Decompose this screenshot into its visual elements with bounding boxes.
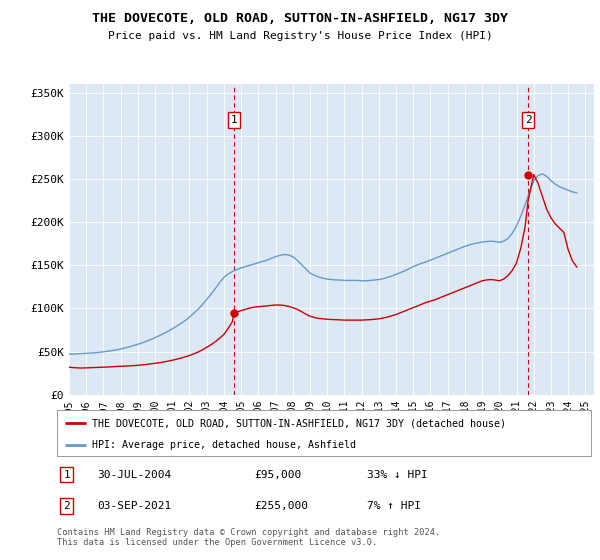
Text: HPI: Average price, detached house, Ashfield: HPI: Average price, detached house, Ashf… <box>92 440 356 450</box>
Text: 7% ↑ HPI: 7% ↑ HPI <box>367 501 421 511</box>
Text: £95,000: £95,000 <box>254 470 302 480</box>
Text: Contains HM Land Registry data © Crown copyright and database right 2024.
This d: Contains HM Land Registry data © Crown c… <box>57 528 440 547</box>
Text: 2: 2 <box>524 115 532 125</box>
Text: 2: 2 <box>63 501 70 511</box>
Text: 33% ↓ HPI: 33% ↓ HPI <box>367 470 427 480</box>
Text: 30-JUL-2004: 30-JUL-2004 <box>97 470 172 480</box>
Text: £255,000: £255,000 <box>254 501 308 511</box>
Text: 1: 1 <box>230 115 237 125</box>
Text: THE DOVECOTE, OLD ROAD, SUTTON-IN-ASHFIELD, NG17 3DY (detached house): THE DOVECOTE, OLD ROAD, SUTTON-IN-ASHFIE… <box>92 418 506 428</box>
Text: 1: 1 <box>63 470 70 480</box>
Text: THE DOVECOTE, OLD ROAD, SUTTON-IN-ASHFIELD, NG17 3DY: THE DOVECOTE, OLD ROAD, SUTTON-IN-ASHFIE… <box>92 12 508 25</box>
Text: Price paid vs. HM Land Registry's House Price Index (HPI): Price paid vs. HM Land Registry's House … <box>107 31 493 41</box>
Text: 03-SEP-2021: 03-SEP-2021 <box>97 501 172 511</box>
